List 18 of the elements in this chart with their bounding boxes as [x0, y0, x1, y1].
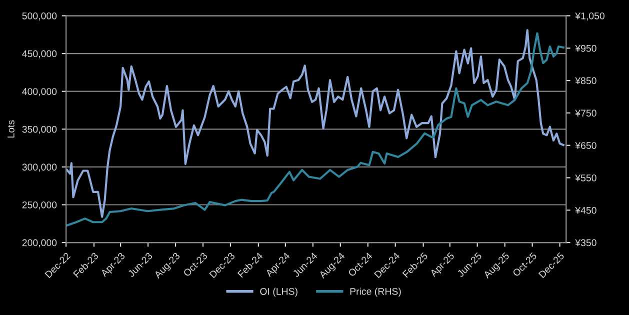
y-axis-title: Lots [8, 120, 14, 138]
y2-tick-label: ¥1,050 [575, 12, 604, 21]
y-tick-label: 350,000 [22, 126, 57, 134]
y2-tick-label: ¥350 [575, 239, 596, 246]
y-tick-label: 300,000 [22, 164, 57, 172]
y-tick-label: 200,000 [22, 239, 57, 248]
legend-label: OI (LHS) [260, 288, 298, 297]
y2-tick-label: ¥650 [575, 142, 596, 149]
y2-tick-label: ¥950 [575, 44, 596, 52]
y-tick-label: 250,000 [22, 201, 57, 210]
y-tick-label: 500,000 [22, 12, 57, 21]
y2-tick-label: ¥450 [575, 206, 596, 214]
y2-tick-label: ¥750 [575, 110, 596, 117]
y2-tick-label: ¥550 [575, 174, 596, 182]
y2-tick-label: ¥850 [575, 77, 596, 84]
legend-label: Price (RHS) [350, 288, 401, 297]
y-tick-label: 400,000 [22, 88, 57, 96]
y-tick-label: 450,000 [22, 50, 57, 58]
